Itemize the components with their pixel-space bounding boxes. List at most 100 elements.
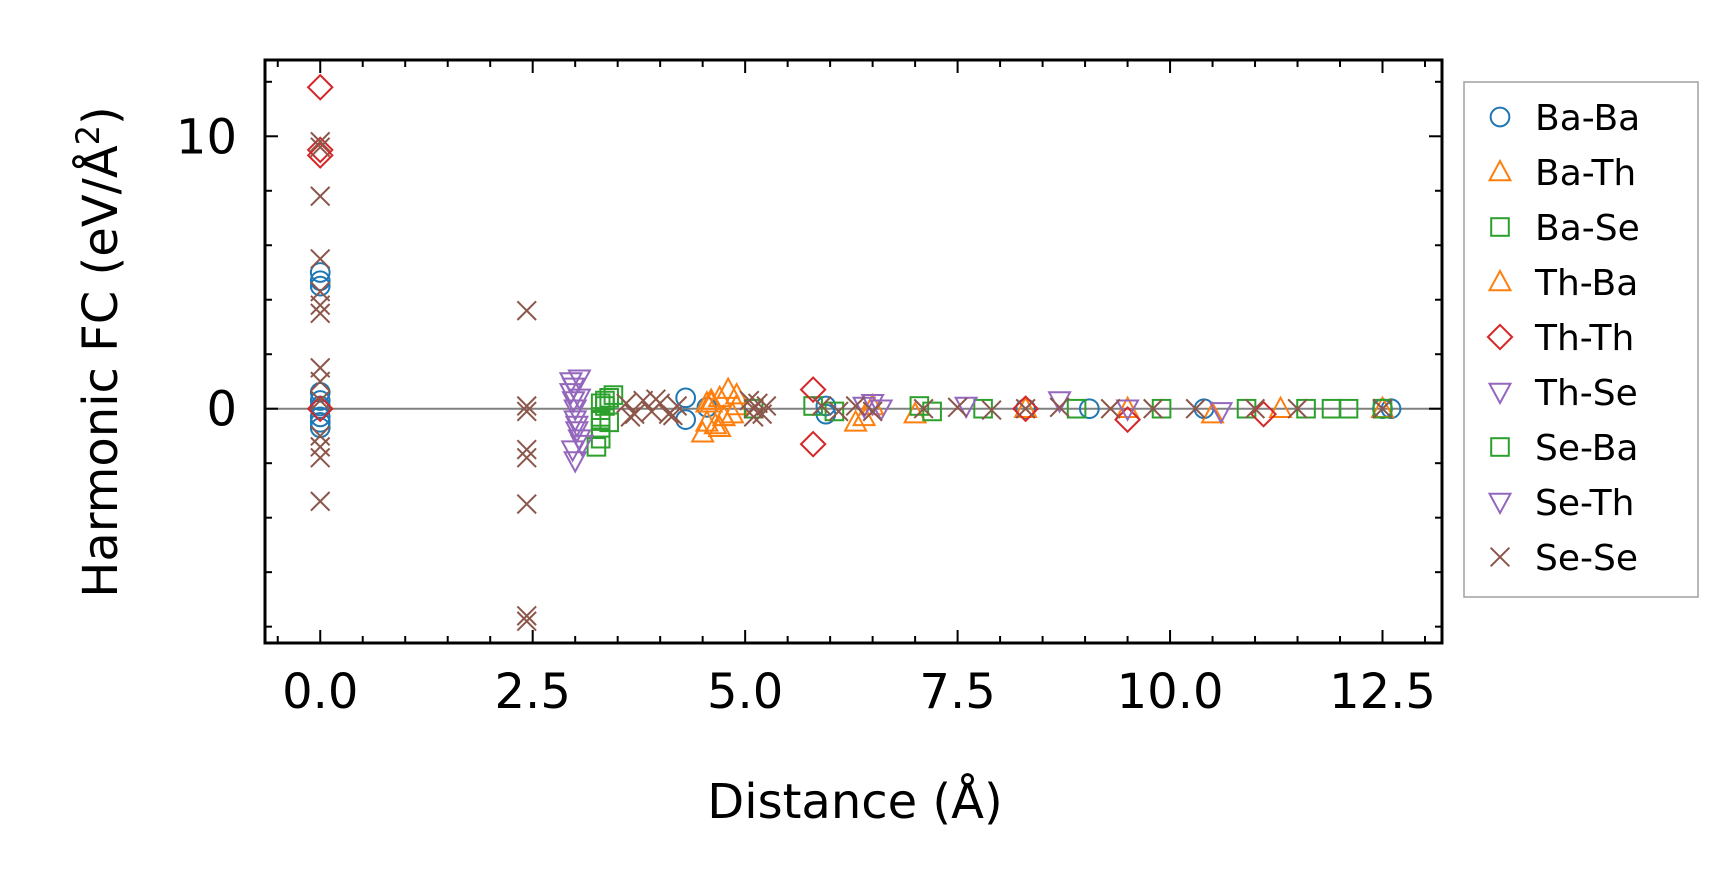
point-th-se: [868, 399, 894, 422]
point-se-se: [1015, 398, 1036, 419]
point-se-se: [1049, 397, 1070, 418]
point-ba-se: [1066, 398, 1087, 419]
point-se-se: [1372, 398, 1393, 419]
point-se-se: [516, 605, 537, 626]
point-se-se: [624, 404, 645, 425]
point-ba-se: [909, 396, 930, 416]
point-ba-th: [1013, 395, 1038, 418]
point-se-se: [845, 395, 866, 417]
x-tick-label: 10.0: [1117, 664, 1224, 720]
point-th-th: [306, 136, 334, 164]
point-se-se: [310, 248, 331, 269]
point-ba-se: [1338, 398, 1359, 419]
point-th-ba: [711, 403, 737, 427]
point-se-se: [310, 295, 331, 316]
point-ba-th: [703, 411, 728, 435]
point-se-se: [310, 447, 331, 468]
point-se-se: [1100, 398, 1121, 419]
point-se-se: [913, 398, 934, 419]
legend-marker-se-se: [1489, 546, 1511, 568]
point-th-th: [306, 395, 334, 423]
legend-marker-ba-se: [1490, 217, 1510, 237]
plot-frame: [263, 58, 1444, 645]
point-th-th: [306, 73, 334, 101]
point-th-se: [567, 369, 592, 392]
x-tick-label: 5.0: [707, 664, 783, 720]
y-tick-label: 10: [176, 109, 237, 165]
point-se-se: [516, 447, 537, 468]
legend-marker-se-th: [1487, 492, 1513, 516]
legend: Ba-Ba Ba-Th Ba-Se Th-Ba Th-Th Th-Se Se-Ba Se-Th…: [1463, 81, 1699, 598]
axis-ticks: [265, 60, 1442, 643]
point-ba-th: [690, 420, 715, 443]
data-points: [306, 73, 1402, 632]
point-se-se: [662, 405, 683, 426]
point-ba-ba: [309, 270, 331, 292]
point-se-se: [516, 494, 537, 515]
point-ba-ba: [309, 262, 331, 283]
point-se-se: [310, 131, 331, 152]
point-ba-ba: [1078, 398, 1100, 420]
point-th-th: [1012, 395, 1040, 423]
point-ba-th: [707, 414, 732, 438]
legend-marker-ba-ba: [1489, 106, 1511, 128]
legend-label-se-th: Se-Th: [1535, 483, 1635, 524]
point-se-th: [564, 415, 590, 439]
point-se-se: [310, 390, 331, 411]
point-se-se: [645, 389, 666, 410]
point-se-se: [862, 401, 883, 422]
point-th-ba: [699, 390, 724, 413]
point-ba-ba: [675, 387, 697, 409]
point-se-se: [516, 611, 537, 632]
x-tick-label: 12.5: [1329, 664, 1436, 720]
point-se-ba: [599, 412, 619, 433]
point-th-se: [560, 440, 585, 463]
point-th-se: [561, 391, 586, 414]
point-ba-se: [824, 401, 845, 422]
point-ba-se: [1372, 398, 1393, 419]
legend-marker-th-se: [1487, 382, 1513, 406]
point-se-se: [1244, 398, 1266, 419]
legend-marker-th-ba: [1487, 268, 1513, 292]
x-axis-label: Distance (Å): [707, 773, 1002, 830]
point-ba-ba: [309, 406, 331, 428]
point-ba-th: [1268, 395, 1293, 418]
point-se-se: [516, 395, 537, 417]
legend-label-th-th: Th-Th: [1534, 318, 1634, 359]
point-se-th: [561, 377, 586, 401]
point-ba-ba: [309, 390, 331, 411]
point-ba-se: [590, 393, 611, 414]
legend-label-ba-se: Ba-Se: [1535, 208, 1640, 249]
point-ba-th: [1115, 395, 1140, 418]
point-th-se: [1115, 399, 1140, 422]
point-se-se: [310, 137, 331, 158]
point-se-se: [310, 491, 331, 512]
point-ba-ba: [309, 275, 331, 297]
point-th-se: [860, 394, 885, 417]
point-th-se: [564, 421, 590, 444]
point-ba-se: [922, 401, 942, 422]
legend-label-th-se: Th-Se: [1534, 373, 1638, 414]
point-se-se: [947, 397, 968, 418]
legend-marker-se-ba: [1490, 437, 1510, 457]
x-tick-label: 0.0: [282, 664, 358, 720]
point-th-se: [563, 451, 588, 474]
point-se-se: [756, 395, 777, 417]
point-th-se: [1208, 402, 1234, 425]
point-se-se: [310, 425, 331, 447]
x-tick-label: 2.5: [495, 664, 571, 720]
point-se-se: [516, 401, 537, 422]
legend-marker-ba-th: [1487, 158, 1513, 182]
point-th-th: [799, 430, 827, 458]
point-se-se: [516, 300, 537, 321]
point-se-ba: [595, 390, 615, 411]
point-se-se: [1185, 398, 1206, 419]
legend-label-ba-ba: Ba-Ba: [1535, 98, 1640, 139]
point-th-th: [306, 141, 334, 169]
point-se-se: [516, 439, 537, 460]
point-ba-ba: [675, 409, 697, 430]
point-se-se: [310, 436, 331, 457]
point-ba-th: [843, 409, 868, 432]
point-se-se: [620, 406, 641, 427]
